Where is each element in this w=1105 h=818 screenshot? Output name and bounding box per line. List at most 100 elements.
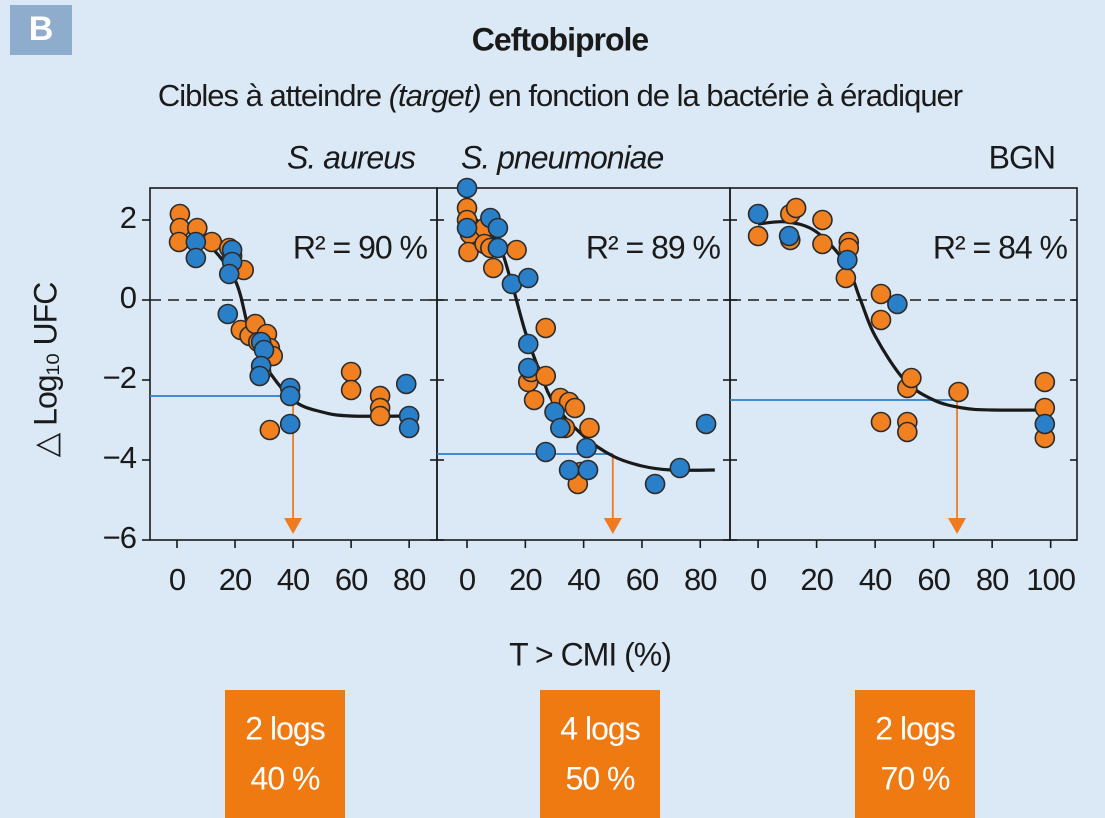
point — [340, 379, 362, 401]
result-text: 40 % — [251, 760, 320, 796]
subtitle-part: en fonction de la bactérie à éradiquer — [481, 78, 963, 113]
panel-title: BGN — [989, 139, 1055, 175]
point — [785, 197, 807, 219]
point — [887, 293, 908, 315]
arrow-head — [948, 518, 967, 534]
point — [218, 263, 240, 285]
y-tick-label: −6 — [103, 520, 136, 555]
point — [506, 239, 527, 261]
fit-curve — [757, 220, 1051, 412]
point — [456, 217, 478, 239]
x-tick-label: 100 — [1026, 562, 1075, 597]
point — [1034, 371, 1056, 393]
point — [458, 241, 479, 263]
point — [482, 257, 504, 279]
point — [870, 411, 892, 433]
subtitle-part: (target) — [389, 78, 481, 113]
point — [577, 459, 599, 481]
point — [487, 237, 509, 259]
point — [456, 177, 478, 199]
y-tick-label: 2 — [120, 200, 136, 235]
point — [217, 303, 239, 325]
badge: B — [29, 10, 54, 48]
x-tick-label: 80 — [976, 562, 1009, 597]
result-text: 50 % — [566, 760, 635, 796]
point — [778, 225, 800, 247]
point — [340, 361, 362, 383]
point — [279, 385, 301, 407]
point — [837, 249, 858, 271]
point — [398, 417, 420, 439]
title: Ceftobiprole — [472, 21, 649, 57]
arrow-head — [284, 518, 303, 534]
point — [395, 373, 417, 395]
x-tick-label: 40 — [567, 562, 600, 597]
y-axis-label: △ Log₁₀ UFC — [27, 283, 63, 458]
result-box — [855, 690, 975, 818]
point — [644, 473, 666, 495]
result-box — [540, 690, 660, 818]
point — [487, 217, 509, 239]
badge-box — [10, 5, 72, 55]
x-tick-label: 60 — [917, 562, 950, 597]
point — [948, 381, 969, 403]
point — [558, 459, 580, 481]
result-text: 70 % — [881, 760, 950, 796]
subtitle-part: Cibles à atteindre — [158, 78, 389, 113]
arrow-head — [603, 518, 622, 534]
result-text: 2 logs — [875, 710, 954, 746]
point — [870, 283, 892, 305]
point — [550, 417, 571, 439]
x-tick-label: 60 — [626, 562, 659, 597]
x-tick-label: 20 — [219, 562, 252, 597]
point — [249, 365, 270, 387]
point — [812, 209, 833, 231]
point — [259, 419, 281, 441]
point — [576, 437, 597, 459]
point — [695, 413, 717, 435]
x-tick-label: 80 — [393, 562, 426, 597]
point — [1034, 413, 1056, 435]
point — [517, 267, 539, 289]
point — [901, 367, 922, 389]
point — [535, 317, 557, 339]
result-text: 4 logs — [560, 710, 639, 746]
y-tick-label: −4 — [103, 440, 137, 475]
point — [279, 413, 301, 435]
point — [747, 225, 769, 247]
point — [747, 203, 769, 225]
panel-title: S. pneumoniae — [461, 139, 663, 175]
point — [535, 441, 557, 463]
point — [897, 421, 918, 443]
y-tick-label: 0 — [120, 280, 137, 315]
r-squared: R² = 89 % — [586, 229, 721, 265]
x-tick-label: 40 — [277, 562, 310, 597]
y-tick-label: −2 — [103, 360, 136, 395]
x-tick-label: 60 — [335, 562, 368, 597]
point — [517, 357, 539, 379]
point — [870, 309, 892, 331]
x-tick-label: 0 — [169, 562, 186, 597]
result-text: 2 logs — [245, 710, 324, 746]
x-tick-label: 20 — [509, 562, 542, 597]
point — [369, 405, 391, 427]
x-tick-label: 40 — [859, 562, 892, 597]
point — [535, 365, 557, 387]
point — [835, 267, 857, 289]
x-tick-label: 20 — [800, 562, 833, 597]
point — [579, 417, 600, 439]
x-tick-label: 0 — [750, 562, 767, 597]
result-box — [225, 690, 345, 818]
point — [812, 233, 833, 255]
point — [523, 389, 545, 411]
x-axis-label: T > CMI (%) — [509, 636, 671, 672]
subtitle: Cibles à atteindre (target) en fonction … — [158, 78, 963, 113]
point — [185, 247, 207, 269]
x-tick-label: 0 — [459, 562, 476, 597]
r-squared: R² = 84 % — [933, 229, 1068, 265]
r-squared: R² = 90 % — [293, 229, 428, 265]
point — [669, 457, 691, 479]
point — [517, 333, 539, 355]
point — [564, 397, 586, 419]
